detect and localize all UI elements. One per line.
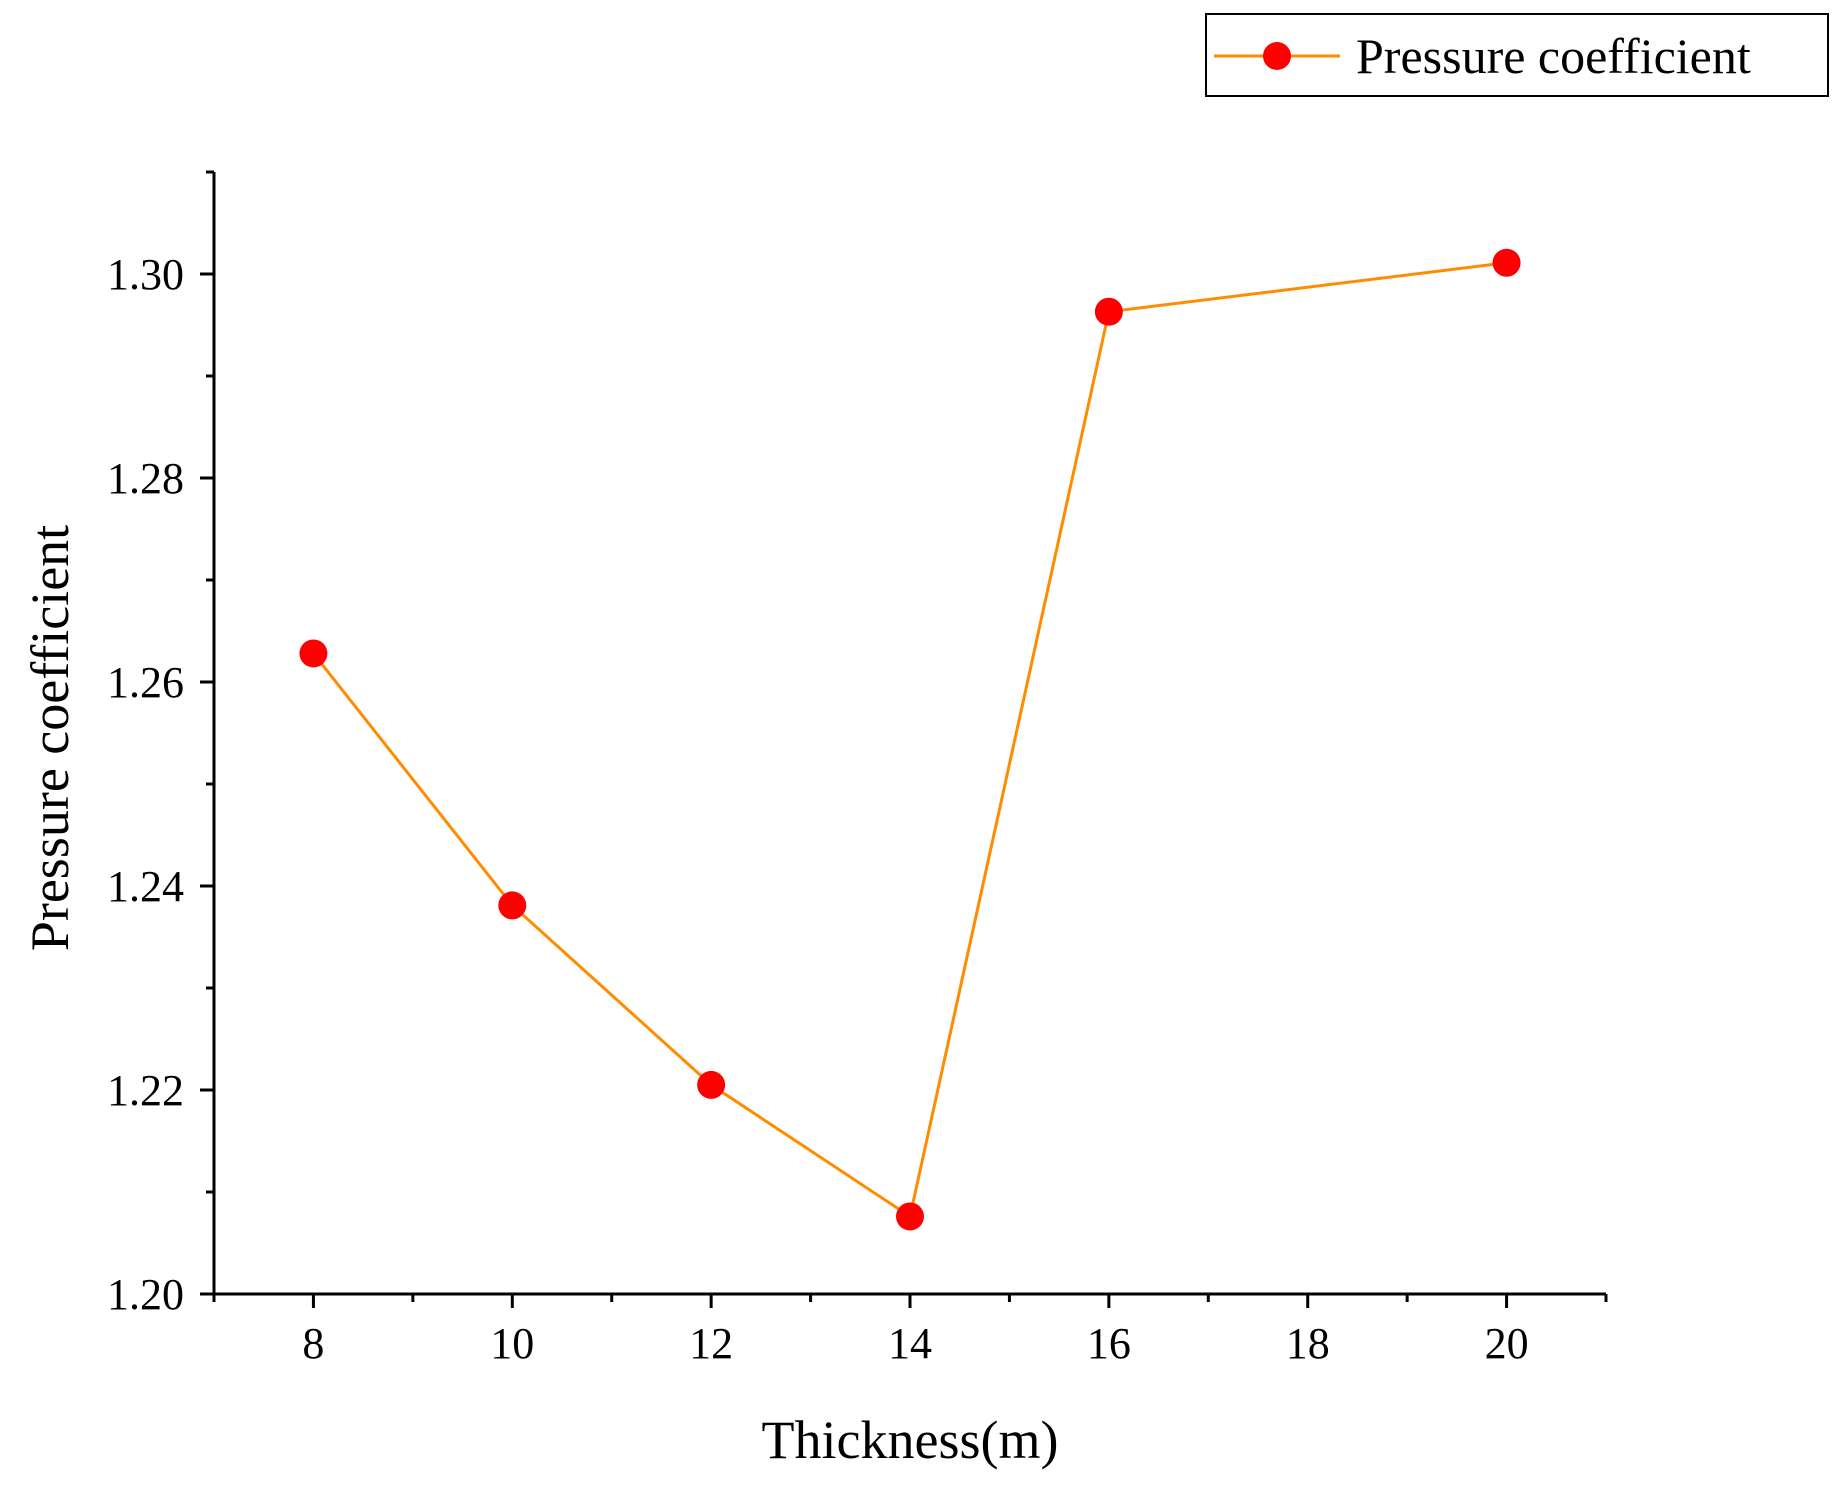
x-tick-label: 10	[490, 1319, 534, 1368]
y-axis-title: Pressure coefficient	[20, 525, 80, 951]
series-layer	[299, 248, 1521, 1231]
legend-marker-swatch	[1263, 42, 1291, 70]
data-point	[1492, 248, 1521, 277]
data-point	[896, 1202, 924, 1231]
series-line	[312, 261, 1507, 1219]
data-point	[498, 891, 527, 920]
x-tick-label: 14	[888, 1319, 932, 1368]
legend: Pressure coefficient	[1205, 13, 1829, 97]
y-tick-label: 1.22	[107, 1066, 184, 1115]
x-tick-label: 16	[1087, 1319, 1131, 1368]
data-point	[697, 1070, 726, 1099]
x-tick-label: 8	[302, 1319, 324, 1368]
y-tick-label: 1.20	[107, 1270, 184, 1319]
data-point	[299, 639, 328, 668]
x-axis-title: Thickness(m)	[762, 1410, 1059, 1470]
y-tick-label: 1.28	[107, 454, 184, 503]
data-point	[1094, 297, 1123, 326]
x-tick-label: 12	[689, 1319, 733, 1368]
x-tick-label: 20	[1485, 1319, 1529, 1368]
y-tick-label: 1.26	[107, 658, 184, 707]
y-tick-label: 1.24	[107, 862, 184, 911]
axes: 8 10 12 14 16 18 20 1.20 1.22 1.24 1.26 1.28 1.30	[107, 170, 1608, 1368]
x-tick-label: 18	[1286, 1319, 1330, 1368]
y-tick-label: 1.30	[107, 250, 184, 299]
legend-label: Pressure coefficient	[1356, 28, 1751, 84]
